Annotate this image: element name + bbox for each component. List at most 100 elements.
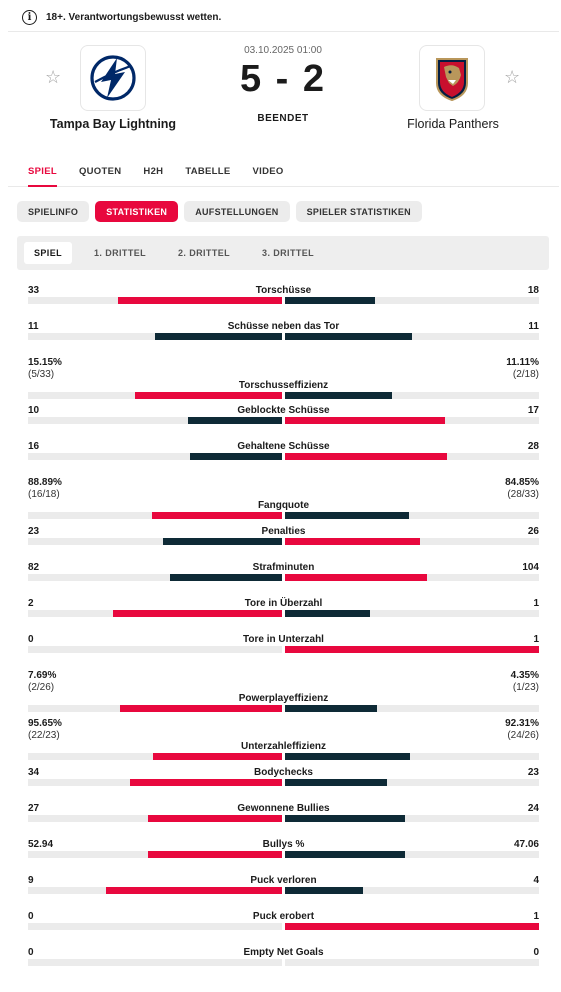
stat-home-bar [120, 705, 282, 712]
subtab-statistiken[interactable]: STATISTIKEN [95, 201, 179, 222]
tab-tabelle[interactable]: TABELLE [185, 166, 231, 177]
stat-row: 52.94 47.06 Bullys % [28, 839, 539, 865]
period-spiel[interactable]: SPIEL [24, 242, 73, 264]
stat-home-value: 27 [28, 803, 40, 814]
stat-row: 7.69% 4.35% (2/26) (1/23) Powerplayeffizienz [28, 670, 539, 716]
stat-label: Empty Net Goals [243, 947, 324, 958]
stat-home-detail: (5/33) [28, 369, 55, 380]
stat-label: Powerplayeffizienz [238, 693, 329, 704]
lightning-logo [90, 55, 136, 101]
stat-away-track [285, 646, 539, 653]
banner-text: 18+. Verantwortungsbewusst wetten. [46, 11, 222, 23]
away-team-name[interactable]: Florida Panthers [407, 117, 499, 131]
stat-home-track [28, 923, 282, 930]
stat-home-track [28, 538, 282, 545]
stat-label: Unterzahleffizienz [240, 741, 326, 752]
stat-home-value: 0 [28, 911, 34, 922]
stat-away-value: 28 [527, 441, 539, 452]
period-3-drittel[interactable]: 3. DRITTEL [262, 248, 315, 258]
stat-label: Puck verloren [250, 875, 317, 886]
stat-away-bar [285, 512, 409, 519]
stat-away-track [285, 574, 539, 581]
stat-away-value: 18 [527, 285, 539, 296]
stat-away-track [285, 705, 539, 712]
stat-home-bar [163, 538, 282, 545]
stat-away-bar [285, 779, 387, 786]
stat-away-bar [285, 392, 392, 399]
stat-label: Fangquote [257, 500, 310, 511]
stat-away-track [285, 753, 539, 760]
stat-row: 27 24 Gewonnene Bullies [28, 803, 539, 829]
stat-away-track [285, 610, 539, 617]
stat-away-track [285, 417, 539, 424]
age-warning-banner: i 18+. Verantwortungsbewusst wetten. [8, 4, 561, 30]
tab-video[interactable]: VIDEO [252, 166, 284, 177]
stat-away-track [285, 887, 539, 894]
stat-away-bar [285, 453, 447, 460]
stat-away-bar [285, 887, 363, 894]
stat-away-detail: (28/33) [507, 489, 539, 500]
stat-home-track [28, 851, 282, 858]
stat-row: 88.89% 84.85% (16/18) (28/33) Fangquote [28, 477, 539, 523]
away-team-logo[interactable] [419, 45, 485, 111]
stat-label: Schüsse neben das Tor [227, 321, 340, 332]
stat-home-bar [135, 392, 282, 399]
stat-label: Geblockte Schüsse [237, 405, 330, 416]
stat-away-value: 104 [522, 562, 539, 573]
stat-label: Tore in Unterzahl [243, 634, 324, 645]
stat-label: Gewonnene Bullies [237, 803, 330, 814]
tab-h2h[interactable]: H2H [143, 166, 164, 177]
stat-away-bar [285, 815, 405, 822]
stat-home-value: 95.65% [28, 718, 62, 729]
subtab-spieler-statistiken[interactable]: SPIELER STATISTIKEN [295, 201, 422, 222]
stat-home-bar [113, 610, 282, 617]
stat-home-value: 9 [28, 875, 34, 886]
stat-away-value: 24 [527, 803, 539, 814]
period-2-drittel[interactable]: 2. DRITTEL [178, 248, 231, 258]
favorite-away-star-icon[interactable]: ☆ [504, 67, 521, 87]
stat-away-bar [285, 333, 412, 340]
subtab-aufstellungen[interactable]: AUFSTELLUNGEN [184, 201, 290, 222]
stat-away-value: 1 [533, 598, 539, 609]
match-score: 5 - 2 [239, 58, 327, 100]
stat-row: 15.15% 11.11% (5/33) (2/18) Torschusseffizie… [28, 357, 539, 403]
subtab-spielinfo[interactable]: SPIELINFO [17, 201, 90, 222]
stat-away-value: 26 [527, 526, 539, 537]
stat-home-bar [148, 851, 282, 858]
stat-away-bar [285, 538, 420, 545]
stat-home-bar [130, 779, 282, 786]
stat-away-track [285, 297, 539, 304]
home-team-logo[interactable] [80, 45, 146, 111]
stat-home-value: 0 [28, 634, 34, 645]
stat-away-bar [285, 851, 405, 858]
stat-home-value: 0 [28, 947, 34, 958]
stat-away-value: 11.11% [506, 357, 539, 368]
favorite-home-star-icon[interactable]: ☆ [45, 67, 62, 87]
stat-home-track [28, 453, 282, 460]
stat-home-track [28, 512, 282, 519]
tab-quoten[interactable]: QUOTEN [78, 166, 122, 177]
stat-away-value: 1 [533, 634, 539, 645]
stat-home-value: 2 [28, 598, 34, 609]
stat-away-bar [285, 753, 410, 760]
stat-home-detail: (2/26) [28, 682, 55, 693]
stat-row: 34 23 Bodychecks [28, 767, 539, 793]
stat-away-track [285, 512, 539, 519]
stat-away-value: 4.35% [510, 670, 539, 681]
stat-home-track [28, 417, 282, 424]
stat-home-track [28, 779, 282, 786]
period-1-drittel[interactable]: 1. DRITTEL [94, 248, 147, 258]
stat-home-track [28, 574, 282, 581]
stat-label: Torschusseffizienz [238, 380, 329, 391]
stat-home-bar [190, 453, 282, 460]
home-team-name[interactable]: Tampa Bay Lightning [49, 117, 177, 131]
match-status: BEENDET [257, 113, 309, 124]
stat-home-value: 88.89% [28, 477, 62, 488]
tab-spiel[interactable]: SPIEL [28, 155, 57, 187]
stat-home-track [28, 887, 282, 894]
sub-tabs: SPIELINFO STATISTIKEN AUFSTELLUNGEN SPIE… [17, 201, 428, 222]
stat-home-bar [106, 887, 282, 894]
stat-away-track [285, 392, 539, 399]
stat-home-value: 16 [28, 441, 40, 452]
stat-home-value: 10 [28, 405, 40, 416]
